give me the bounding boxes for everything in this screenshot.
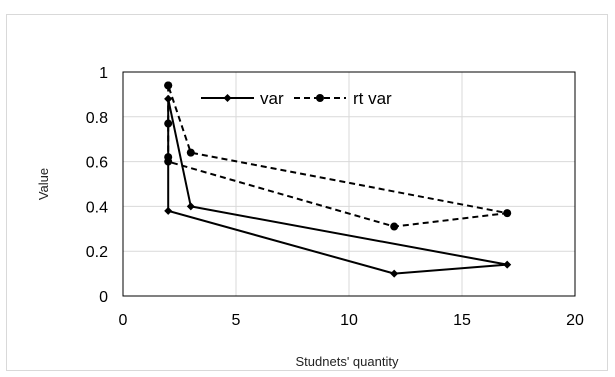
data-point	[164, 206, 173, 215]
legend-marker	[223, 94, 232, 102]
series	[164, 81, 512, 278]
x-tick-label: 5	[232, 312, 241, 329]
data-point	[186, 148, 195, 157]
data-point	[164, 81, 173, 90]
tick-labels: 0 5 10 15 20 0 0.2 0.4 0.6 0.8 1	[86, 65, 584, 329]
data-point	[503, 260, 512, 269]
y-tick-label: 1	[99, 65, 108, 82]
y-tick-label: 0.2	[86, 244, 108, 261]
data-point	[390, 269, 399, 278]
data-point	[390, 222, 399, 231]
x-axis-title: Studnets' quantity	[296, 354, 399, 369]
y-axis-title: Value	[36, 168, 51, 200]
series-line	[167, 98, 508, 275]
data-point	[503, 209, 512, 218]
legend-label: var	[260, 89, 284, 108]
plot-area	[122, 71, 576, 297]
x-tick-label: 0	[119, 312, 128, 329]
y-tick-label: 0.4	[86, 199, 108, 216]
legend-item: var	[201, 89, 284, 108]
chart-frame	[6, 14, 608, 371]
series-var	[164, 94, 512, 278]
legend-item: rt var	[294, 89, 392, 108]
data-point	[186, 202, 195, 211]
x-tick-label: 15	[453, 312, 471, 329]
y-tick-label: 0.6	[86, 155, 108, 172]
legend-label: rt var	[353, 89, 392, 108]
x-tick-label: 10	[340, 312, 358, 329]
legend: var rt var	[201, 89, 392, 108]
series-line	[167, 85, 508, 228]
y-tick-label: 0.8	[86, 110, 108, 127]
series-rt-var	[164, 81, 512, 231]
data-point	[164, 157, 173, 166]
data-point	[164, 119, 173, 128]
x-tick-label: 20	[566, 312, 584, 329]
legend-marker	[316, 94, 324, 102]
y-tick-label: 0	[99, 289, 108, 306]
